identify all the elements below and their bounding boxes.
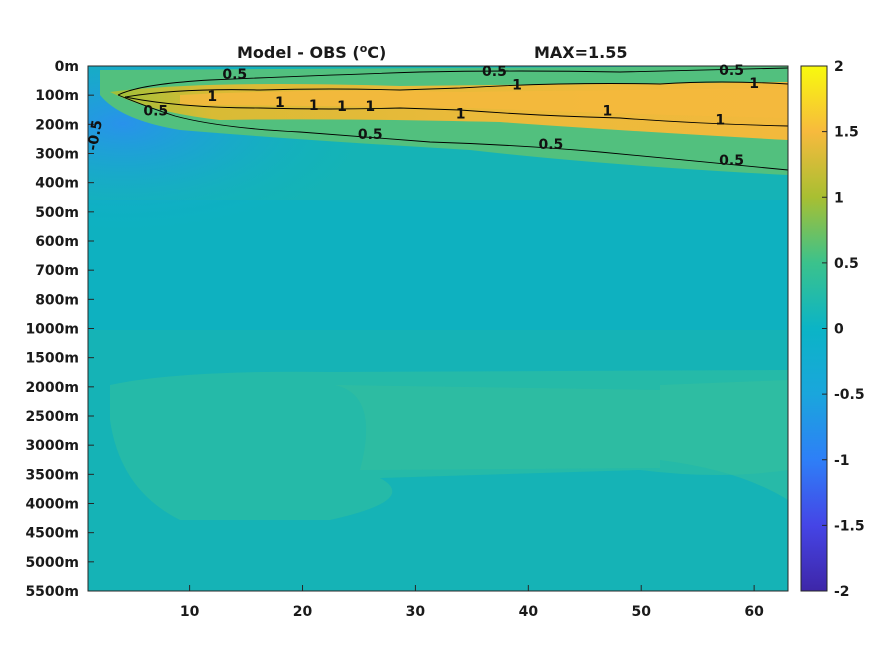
contour-label: 1: [715, 112, 725, 128]
contour-label: 0.5: [358, 127, 383, 143]
x-tick-label: 50: [631, 604, 651, 620]
colorbar-tick-label: 0.5: [834, 256, 859, 272]
y-tick-label: 200m: [35, 117, 79, 133]
colorbar-tick-label: -2: [834, 584, 850, 600]
heatmap-field: [88, 66, 788, 591]
x-tick-label: 30: [406, 604, 426, 620]
y-tick-label: 3500m: [25, 467, 79, 483]
x-axis: 10 20 30 40 50 60: [180, 585, 764, 620]
y-axis: 0m 100m 200m 300m 400m 500m 600m 700m 800m 1000m 1…: [25, 59, 94, 600]
contour-label: 1: [275, 95, 285, 111]
y-tick-label: 5000m: [25, 555, 79, 571]
y-tick-label: 400m: [35, 176, 79, 192]
y-tick-label: 2500m: [25, 409, 79, 425]
contour-label: 1: [309, 98, 319, 114]
y-tick-label: 2000m: [25, 380, 79, 396]
contour-label: 1: [512, 77, 522, 93]
contour-label: 1: [602, 104, 612, 120]
x-tick-label: 40: [519, 604, 539, 620]
max-label: MAX=1.55: [534, 43, 628, 62]
contour-label: 0.5: [719, 153, 744, 169]
y-tick-label: 4500m: [25, 526, 79, 542]
y-tick-label: 800m: [35, 292, 79, 308]
contour-label: 1: [337, 99, 347, 115]
contour-label: 0.5: [482, 64, 507, 80]
x-tick-label: 20: [293, 604, 313, 620]
colorbar-axis: 2 1.5 1 0.5 0 -0.5 -1 -1.5 -2: [822, 59, 865, 600]
colorbar-tick-label: -1: [834, 453, 850, 469]
contour-label: 1: [365, 99, 375, 115]
y-tick-label: 1500m: [25, 351, 79, 367]
contour-label: 1: [749, 76, 759, 92]
contour-label: 0.5: [719, 63, 744, 79]
y-tick-label: 500m: [35, 205, 79, 221]
x-tick-label: 60: [744, 604, 764, 620]
y-tick-label: 300m: [35, 147, 79, 163]
contour-labels: 0.5 0.5 0.5 1 1 1 1 1 1 1 1 1 1 0.5 0.5 0.5 0.5 -0.5: [85, 63, 759, 169]
contour-label: 1: [207, 89, 217, 105]
y-tick-label: 600m: [35, 234, 79, 250]
colorbar-tick-label: 1.5: [834, 125, 859, 141]
colorbar-tick-label: 1: [834, 190, 844, 206]
contour-label: 0.5: [143, 104, 168, 120]
y-tick-label: 3000m: [25, 438, 79, 454]
colorbar-tick-label: -0.5: [834, 387, 865, 403]
y-tick-label: 4000m: [25, 497, 79, 513]
y-tick-label: 100m: [35, 88, 79, 104]
contour-lines: [117, 67, 788, 171]
contour-label: 0.5: [222, 67, 247, 83]
y-tick-label: 700m: [35, 263, 79, 279]
contour-label: 0.5: [538, 137, 563, 153]
y-tick-label: 5500m: [25, 584, 79, 600]
contour-label: -0.5: [85, 119, 106, 152]
y-tick-label: 0m: [55, 59, 79, 75]
y-tick-label: 1000m: [25, 322, 79, 338]
chart-title: Model - OBS (oC): [237, 42, 386, 62]
contour-label: 1: [456, 107, 466, 123]
colorbar-tick-label: 0: [834, 322, 844, 338]
colorbar-tick-label: -1.5: [834, 518, 865, 534]
colorbar-tick-label: 2: [834, 59, 844, 75]
x-tick-label: 10: [180, 604, 200, 620]
